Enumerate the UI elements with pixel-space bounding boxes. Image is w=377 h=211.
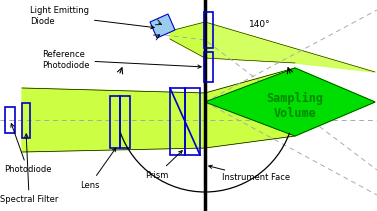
Bar xyxy=(170,88,185,155)
Polygon shape xyxy=(205,68,375,148)
Polygon shape xyxy=(150,14,175,38)
Text: Reference
Photodiode: Reference Photodiode xyxy=(42,50,201,70)
Text: Lens: Lens xyxy=(80,148,116,189)
Text: Sampling
Volume: Sampling Volume xyxy=(267,92,323,120)
Text: Prism: Prism xyxy=(145,151,182,180)
Text: Instrument Face: Instrument Face xyxy=(209,165,290,183)
Bar xyxy=(22,103,30,138)
Bar xyxy=(204,52,213,82)
Polygon shape xyxy=(22,88,205,152)
Polygon shape xyxy=(170,22,205,58)
Polygon shape xyxy=(205,22,375,72)
Bar xyxy=(5,107,15,133)
Text: Photodiode: Photodiode xyxy=(4,124,52,174)
Bar xyxy=(120,96,130,148)
Text: 140°: 140° xyxy=(249,19,271,28)
Text: Spectral Filter: Spectral Filter xyxy=(0,134,58,204)
Bar xyxy=(110,96,120,148)
Bar xyxy=(185,88,200,155)
Polygon shape xyxy=(205,68,375,136)
Text: Light Emitting
Diode: Light Emitting Diode xyxy=(30,6,154,29)
Bar xyxy=(204,12,213,48)
